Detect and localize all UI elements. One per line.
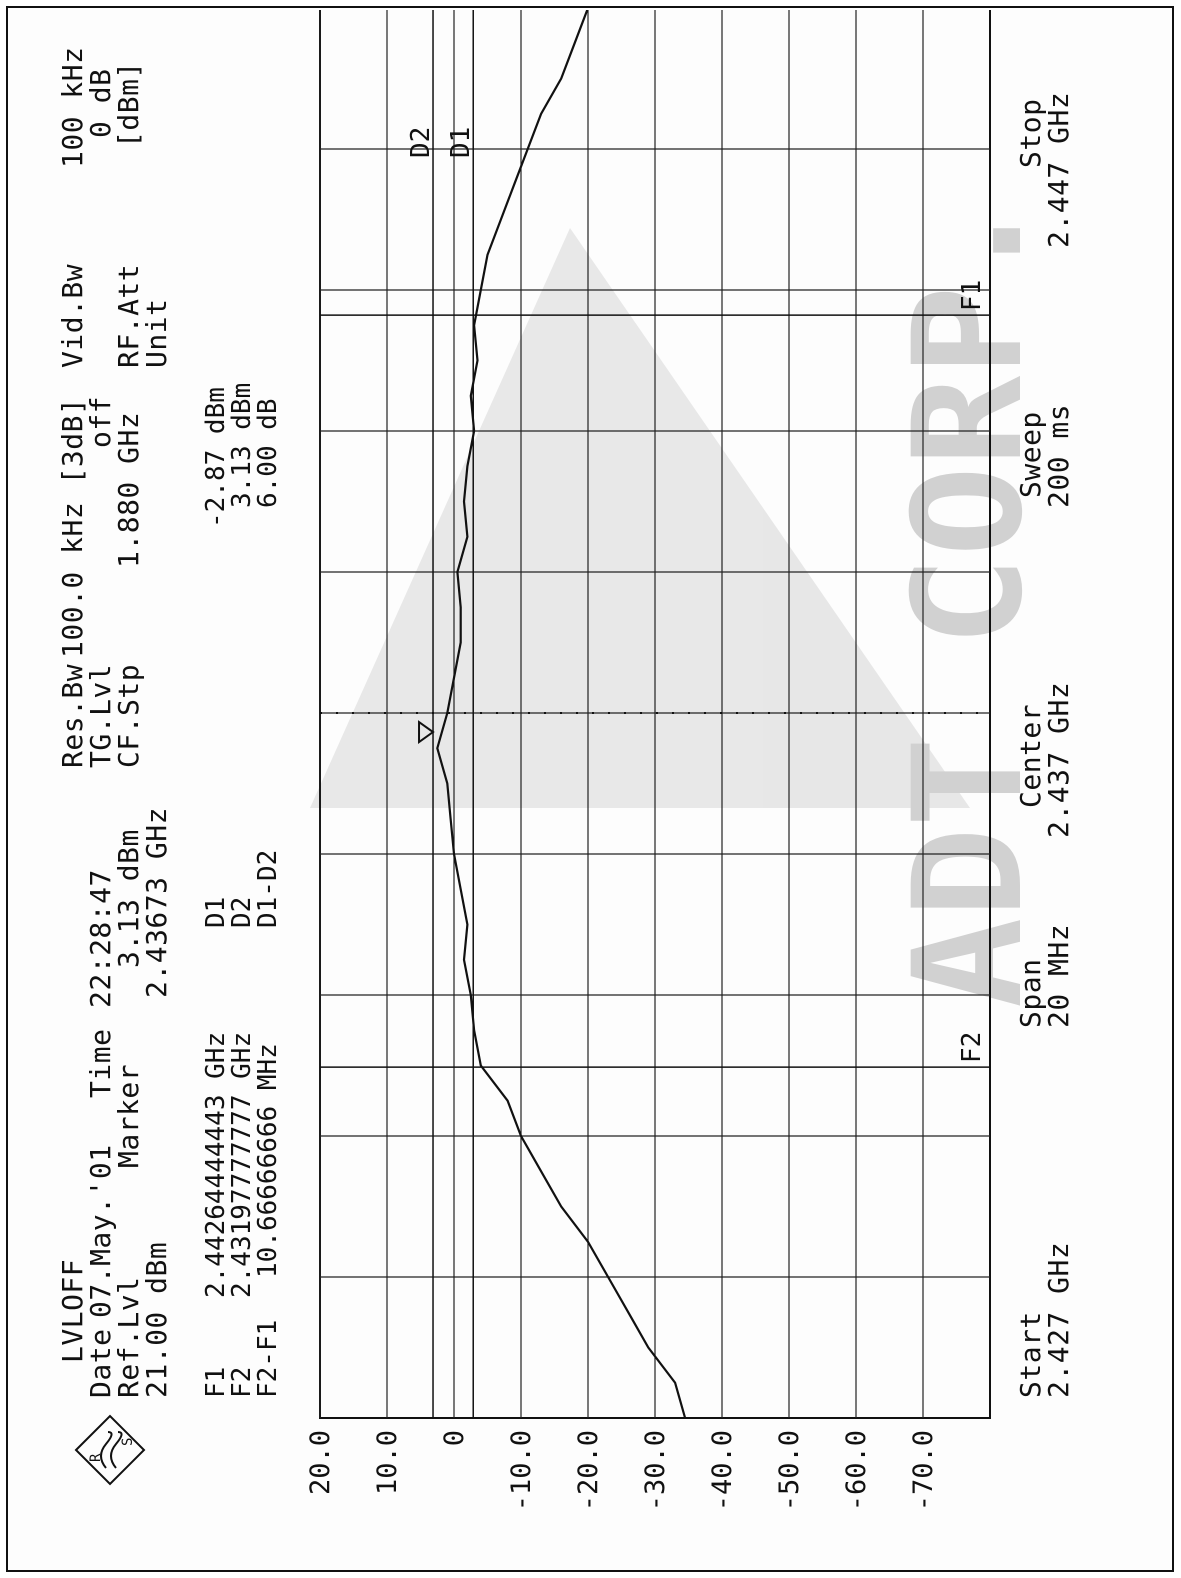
marker-point <box>418 720 435 744</box>
spectrum-trace <box>436 10 687 1419</box>
rs-logo: R S <box>74 1414 146 1486</box>
start-value: 2.427 GHz <box>1042 1242 1075 1398</box>
marker-level: 3.13 dBm <box>112 829 145 968</box>
marker-row-dname: D1 <box>201 897 231 928</box>
unit-value: [dBm] <box>112 61 145 148</box>
stop-value: 2.447 GHz <box>1042 92 1075 248</box>
marker-frequency: 2.43673 GHz <box>140 807 173 998</box>
date-label: Date <box>84 1329 117 1398</box>
marker-row-dname: D1-D2 <box>253 850 283 928</box>
mode-text: LVLOFF <box>56 1259 89 1363</box>
unit-label: Unit <box>140 299 173 368</box>
marker-table: F1 2.44264444443 GHz D1 -2.87 dBm F2 2.4… <box>201 383 283 1398</box>
res-bw-label: Res.Bw <box>56 664 89 768</box>
center-value: 2.437 GHz <box>1042 682 1075 838</box>
y-tick-labels: 20.0 10.0 0 -10.0 -20.0 -30.0 -40.0 -50.0 -60.0 -… <box>305 1430 939 1511</box>
cf-step-label: CF.Stp <box>112 664 145 768</box>
marker-row-name: F2-F1 <box>253 1320 283 1398</box>
frequency-lines: F2 F1 <box>320 280 990 1068</box>
stop-label: Stop <box>1014 99 1047 168</box>
date-value: 07.May.'01 <box>84 1144 117 1318</box>
cf-step-value: 1.880 GHz <box>112 412 145 568</box>
tg-level-label: TG.Lvl <box>84 664 117 768</box>
marker-label: Marker <box>112 1064 145 1168</box>
frequency-line-label: F1 <box>957 280 987 311</box>
reference-line-label: D1 <box>446 127 476 158</box>
reference-line-label: D2 <box>406 127 436 158</box>
y-tick-label: 10.0 <box>372 1430 403 1495</box>
y-tick-label: -10.0 <box>506 1430 537 1511</box>
y-tick-label: -20.0 <box>573 1430 604 1511</box>
y-tick-label: -50.0 <box>774 1430 805 1511</box>
svg-text:R: R <box>88 1453 104 1462</box>
y-tick-label: -30.0 <box>640 1430 671 1511</box>
marker-row-dvalue: 6.00 dB <box>253 398 283 508</box>
start-label: Start <box>1014 1311 1047 1398</box>
svg-text:S: S <box>120 1438 136 1446</box>
spectrum-plot: ADT CORP. D2 D1 F2 F1 20.0 10.0 0 -10.0 -20.0 -… <box>305 10 1056 1511</box>
rf-att-value: 0 dB <box>84 69 117 138</box>
center-label: Center <box>1014 704 1047 808</box>
res-bw-value: 100.0 kHz [3dB] <box>56 398 89 658</box>
y-tick-label: -60.0 <box>841 1430 872 1511</box>
frequency-line-label: F2 <box>957 1032 987 1063</box>
marker-row-dname: D2 <box>227 897 257 928</box>
sweep-value: 200 ms <box>1042 404 1075 508</box>
y-tick-label: -70.0 <box>908 1430 939 1511</box>
plot-grid <box>319 10 991 1419</box>
marker-row-name: F1 <box>201 1367 231 1398</box>
marker-row-dvalue: 3.13 dBm <box>227 383 257 508</box>
y-tick-label: 0 <box>439 1430 470 1446</box>
marker-row-name: F2 <box>227 1367 257 1398</box>
svg-text:ADT CORP.: ADT CORP. <box>882 195 1056 1008</box>
span-label: Span <box>1014 959 1047 1028</box>
marker-row-freq: 10.66666666 MHz <box>253 1043 283 1278</box>
time-value: 22:28:47 <box>84 869 117 1008</box>
tg-level-value: off <box>84 396 117 448</box>
time-label: Time <box>84 1029 117 1098</box>
spectrum-printout: R S LVLOFF Date 07.May.'01 Time 22:28:47… <box>56 10 1075 1511</box>
ref-level-value: 21.00 dBm <box>140 1242 173 1398</box>
y-tick-label: 20.0 <box>305 1430 336 1495</box>
ref-level-label: Ref.Lvl <box>112 1276 145 1398</box>
rf-att-label: RF.Att <box>112 264 145 368</box>
marker-row-freq: 2.44264444443 GHz <box>201 1032 231 1298</box>
vid-bw-label: Vid.Bw <box>56 264 89 368</box>
span-value: 20 MHz <box>1042 924 1075 1028</box>
printout-frame <box>6 6 1174 1572</box>
vid-bw-value: 100 kHz <box>56 46 89 168</box>
sweep-label: Sweep <box>1014 411 1047 498</box>
marker-row-dvalue: -2.87 dBm <box>201 387 231 528</box>
y-tick-label: -40.0 <box>707 1430 738 1511</box>
marker-row-freq: 2.43197777777 GHz <box>227 1032 257 1298</box>
marker-triangle <box>418 720 435 744</box>
adt-watermark: ADT CORP. <box>310 195 1056 1008</box>
